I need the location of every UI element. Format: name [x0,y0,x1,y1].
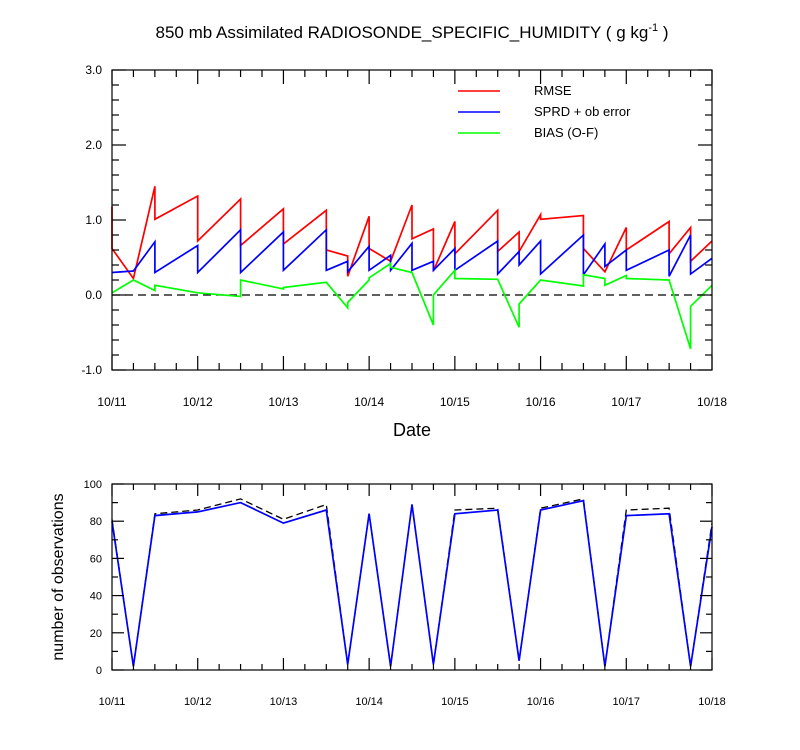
title-end: ) [658,23,668,42]
obs-x-tick-label: 10/16 [527,696,555,708]
top-y-tick-label: -1.0 [81,363,102,377]
obs-y-axis-label: number of observations [50,493,67,660]
obs-x-tick-label: 10/18 [698,696,726,708]
x-axis-label: Date [393,420,431,440]
obs-y-tick-label: 80 [90,516,102,528]
obs-y-tick-label: 40 [90,591,102,603]
obs-x-tick-label: 10/13 [270,696,298,708]
title-superscript: -1 [648,22,658,34]
top-x-tick-label: 10/13 [268,395,298,409]
top-x-tick-label: 10/17 [611,395,641,409]
obs-x-tick-label: 10/12 [184,696,212,708]
obs-series-possible [111,498,713,667]
title-main: 850 mb Assimilated RADIOSONDE_SPECIFIC_H… [156,23,649,42]
top-series-bias-o-f [111,261,713,350]
obs-y-tick-label: 0 [96,665,102,677]
top-y-tick-label: 0.0 [85,288,102,302]
obs-y-tick-label: 100 [84,479,102,491]
obs-x-tick-label: 10/17 [613,696,641,708]
top-x-tick-label: 10/16 [526,395,556,409]
obs-x-tick-label: 10/14 [355,696,383,708]
obs-frame [111,483,713,671]
obs-x-tick-label: 10/15 [441,696,469,708]
top-x-tick-label: 10/11 [97,395,126,409]
obs-series-assimilated [111,499,713,667]
top-x-tick-label: 10/18 [697,395,727,409]
legend-label-rmse: RMSE [534,83,572,98]
top-x-tick-label: 10/15 [440,395,470,409]
top-y-tick-label: 2.0 [85,138,102,152]
bottom-plot: 10/11 10/12 10/13 10/14 10/15 10/16 10/17 10/18… [84,479,726,708]
obs-x-tick-label: 10/11 [99,696,126,708]
top-series-sprd-ob-error [111,227,713,278]
obs-y-tick-label: 20 [90,628,102,640]
legend-label-bias: BIAS (O-F) [534,125,598,140]
top-y-tick-label: 1.0 [85,213,102,227]
top-y-tick-label: 3.0 [85,63,102,77]
top-plot: 10/11 10/12 10/13 10/14 10/15 10/16 10/17 10/18… [81,63,727,409]
chart-title: 850 mb Assimilated RADIOSONDE_SPECIFIC_H… [156,22,669,42]
legend: RMSE SPRD + ob error BIAS (O-F) [458,83,631,140]
legend-label-sprd: SPRD + ob error [534,104,631,119]
obs-y-tick-label: 60 [90,553,102,565]
top-x-tick-label: 10/14 [354,395,384,409]
top-series-rmse [111,186,713,281]
top-x-tick-label: 10/12 [183,395,213,409]
